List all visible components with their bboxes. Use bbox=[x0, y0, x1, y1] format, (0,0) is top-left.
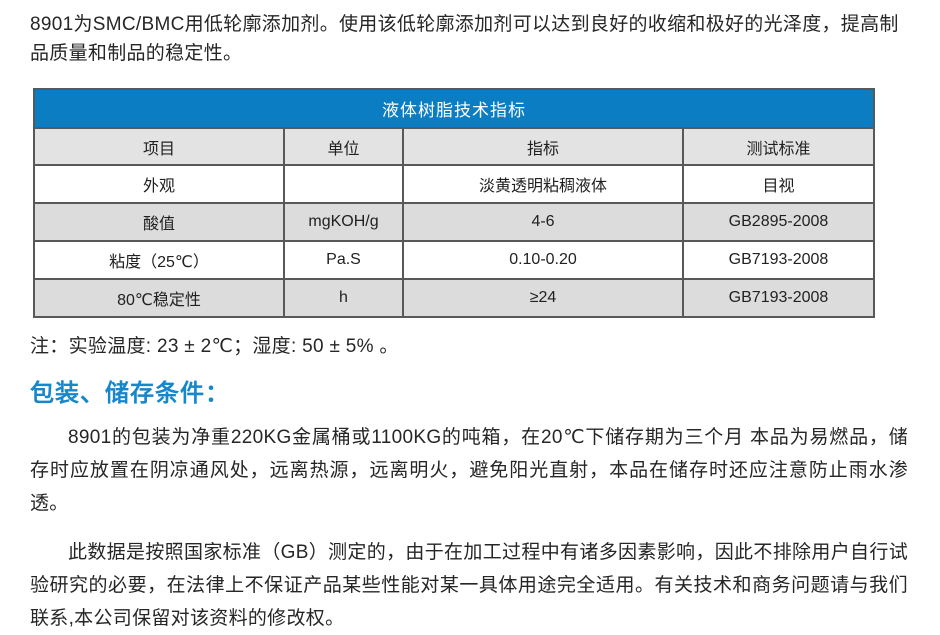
table-cell: h bbox=[283, 278, 404, 318]
table-title: 液体树脂技术指标 bbox=[33, 88, 875, 129]
section-heading-packaging-storage: 包装、储存条件： bbox=[30, 380, 230, 407]
table-row: 80℃稳定性 h ≥24 GB7193-2008 bbox=[33, 278, 875, 318]
intro-paragraph: 8901为SMC/BMC用低轮廓添加剂。使用该低轮廓添加剂可以达到良好的收缩和极… bbox=[30, 14, 899, 64]
table-cell: 淡黄透明粘稠液体 bbox=[402, 164, 684, 204]
table-cell: mgKOH/g bbox=[283, 202, 404, 242]
table-cell: 目视 bbox=[682, 164, 875, 204]
table-cell: 0.10-0.20 bbox=[402, 240, 684, 280]
column-header-spec: 指标 bbox=[402, 127, 684, 166]
column-header-item: 项目 bbox=[33, 127, 285, 166]
table-cell: GB7193-2008 bbox=[682, 240, 875, 280]
table-cell: 外观 bbox=[33, 164, 285, 204]
test-conditions-note: 注：实验温度: 23 ± 2℃；湿度: 50 ± 5% 。 bbox=[30, 336, 399, 357]
disclaimer-paragraph: 此数据是按照国家标准（GB）测定的，由于在加工过程中有诸多因素影响，因此不排除用… bbox=[30, 542, 908, 629]
spec-table: 液体树脂技术指标 项目 单位 指标 测试标准 外观 淡黄透明粘稠液体 目视 酸值… bbox=[33, 88, 875, 318]
table-cell: 4-6 bbox=[402, 202, 684, 242]
column-header-unit: 单位 bbox=[283, 127, 404, 166]
document-page: 8901为SMC/BMC用低轮廓添加剂。使用该低轮廓添加剂可以达到良好的收缩和极… bbox=[30, 14, 908, 629]
table-row: 酸值 mgKOH/g 4-6 GB2895-2008 bbox=[33, 202, 875, 242]
table-title-row: 液体树脂技术指标 bbox=[33, 88, 875, 129]
table-row: 外观 淡黄透明粘稠液体 目视 bbox=[33, 164, 875, 204]
storage-paragraph: 8901的包装为净重220KG金属桶或1100KG的吨箱，在20℃下储存期为三个… bbox=[30, 427, 908, 514]
table-cell: ≥24 bbox=[402, 278, 684, 318]
column-header-standard: 测试标准 bbox=[682, 127, 875, 166]
table-cell bbox=[283, 164, 404, 204]
table-cell: Pa.S bbox=[283, 240, 404, 280]
table-cell: 粘度（25℃） bbox=[33, 240, 285, 280]
table-cell: GB2895-2008 bbox=[682, 202, 875, 242]
table-cell: 酸值 bbox=[33, 202, 285, 242]
table-cell: GB7193-2008 bbox=[682, 278, 875, 318]
table-row: 粘度（25℃） Pa.S 0.10-0.20 GB7193-2008 bbox=[33, 240, 875, 280]
table-cell: 80℃稳定性 bbox=[33, 278, 285, 318]
table-header-row: 项目 单位 指标 测试标准 bbox=[33, 127, 875, 166]
